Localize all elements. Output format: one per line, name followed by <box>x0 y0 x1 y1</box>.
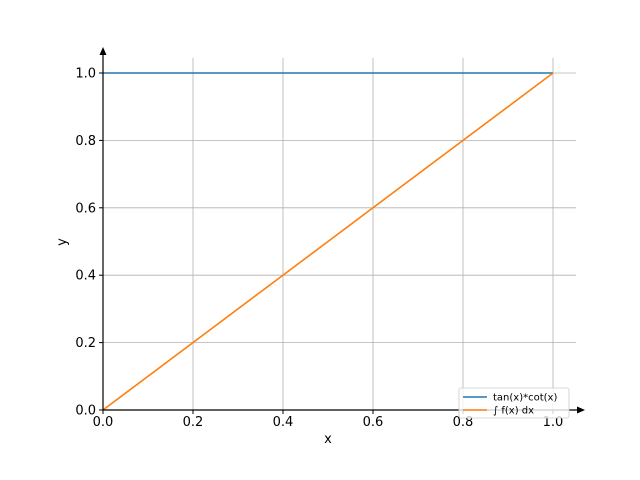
y-axis-arrow <box>99 47 107 55</box>
series-group <box>102 72 554 411</box>
y-tick-label-4: 0.8 <box>75 134 96 149</box>
legend: tan(x)*cot(x) ∫ f(x) dx <box>458 387 570 419</box>
y-tick-label-5: 1.0 <box>75 67 96 82</box>
x-axis-arrow <box>577 406 585 414</box>
x-tick-label-5: 1.0 <box>543 415 564 430</box>
x-tick-label-1: 0.2 <box>183 415 204 430</box>
y-axis-label: y <box>55 238 70 246</box>
legend-label-0: tan(x)*cot(x) <box>493 393 557 404</box>
y-tick-label-0: 0.0 <box>75 404 96 419</box>
series-line-1 <box>102 72 554 411</box>
x-tick-label-0: 0.0 <box>93 415 114 430</box>
x-axis-label: x <box>324 432 332 447</box>
legend-label-1: ∫ f(x) dx <box>493 406 534 417</box>
y-tick-label-3: 0.6 <box>75 201 96 216</box>
x-tick-label-4: 0.8 <box>453 415 474 430</box>
y-tick-label-2: 0.4 <box>75 269 96 284</box>
y-tick-label-1: 0.2 <box>75 336 96 351</box>
x-tick-label-2: 0.4 <box>273 415 294 430</box>
ticks: 0.0 0.2 0.4 0.6 0.8 1.0 0.0 0.2 0.4 0.6 0.8 1.0 <box>75 67 563 431</box>
x-tick-label-3: 0.6 <box>363 415 384 430</box>
